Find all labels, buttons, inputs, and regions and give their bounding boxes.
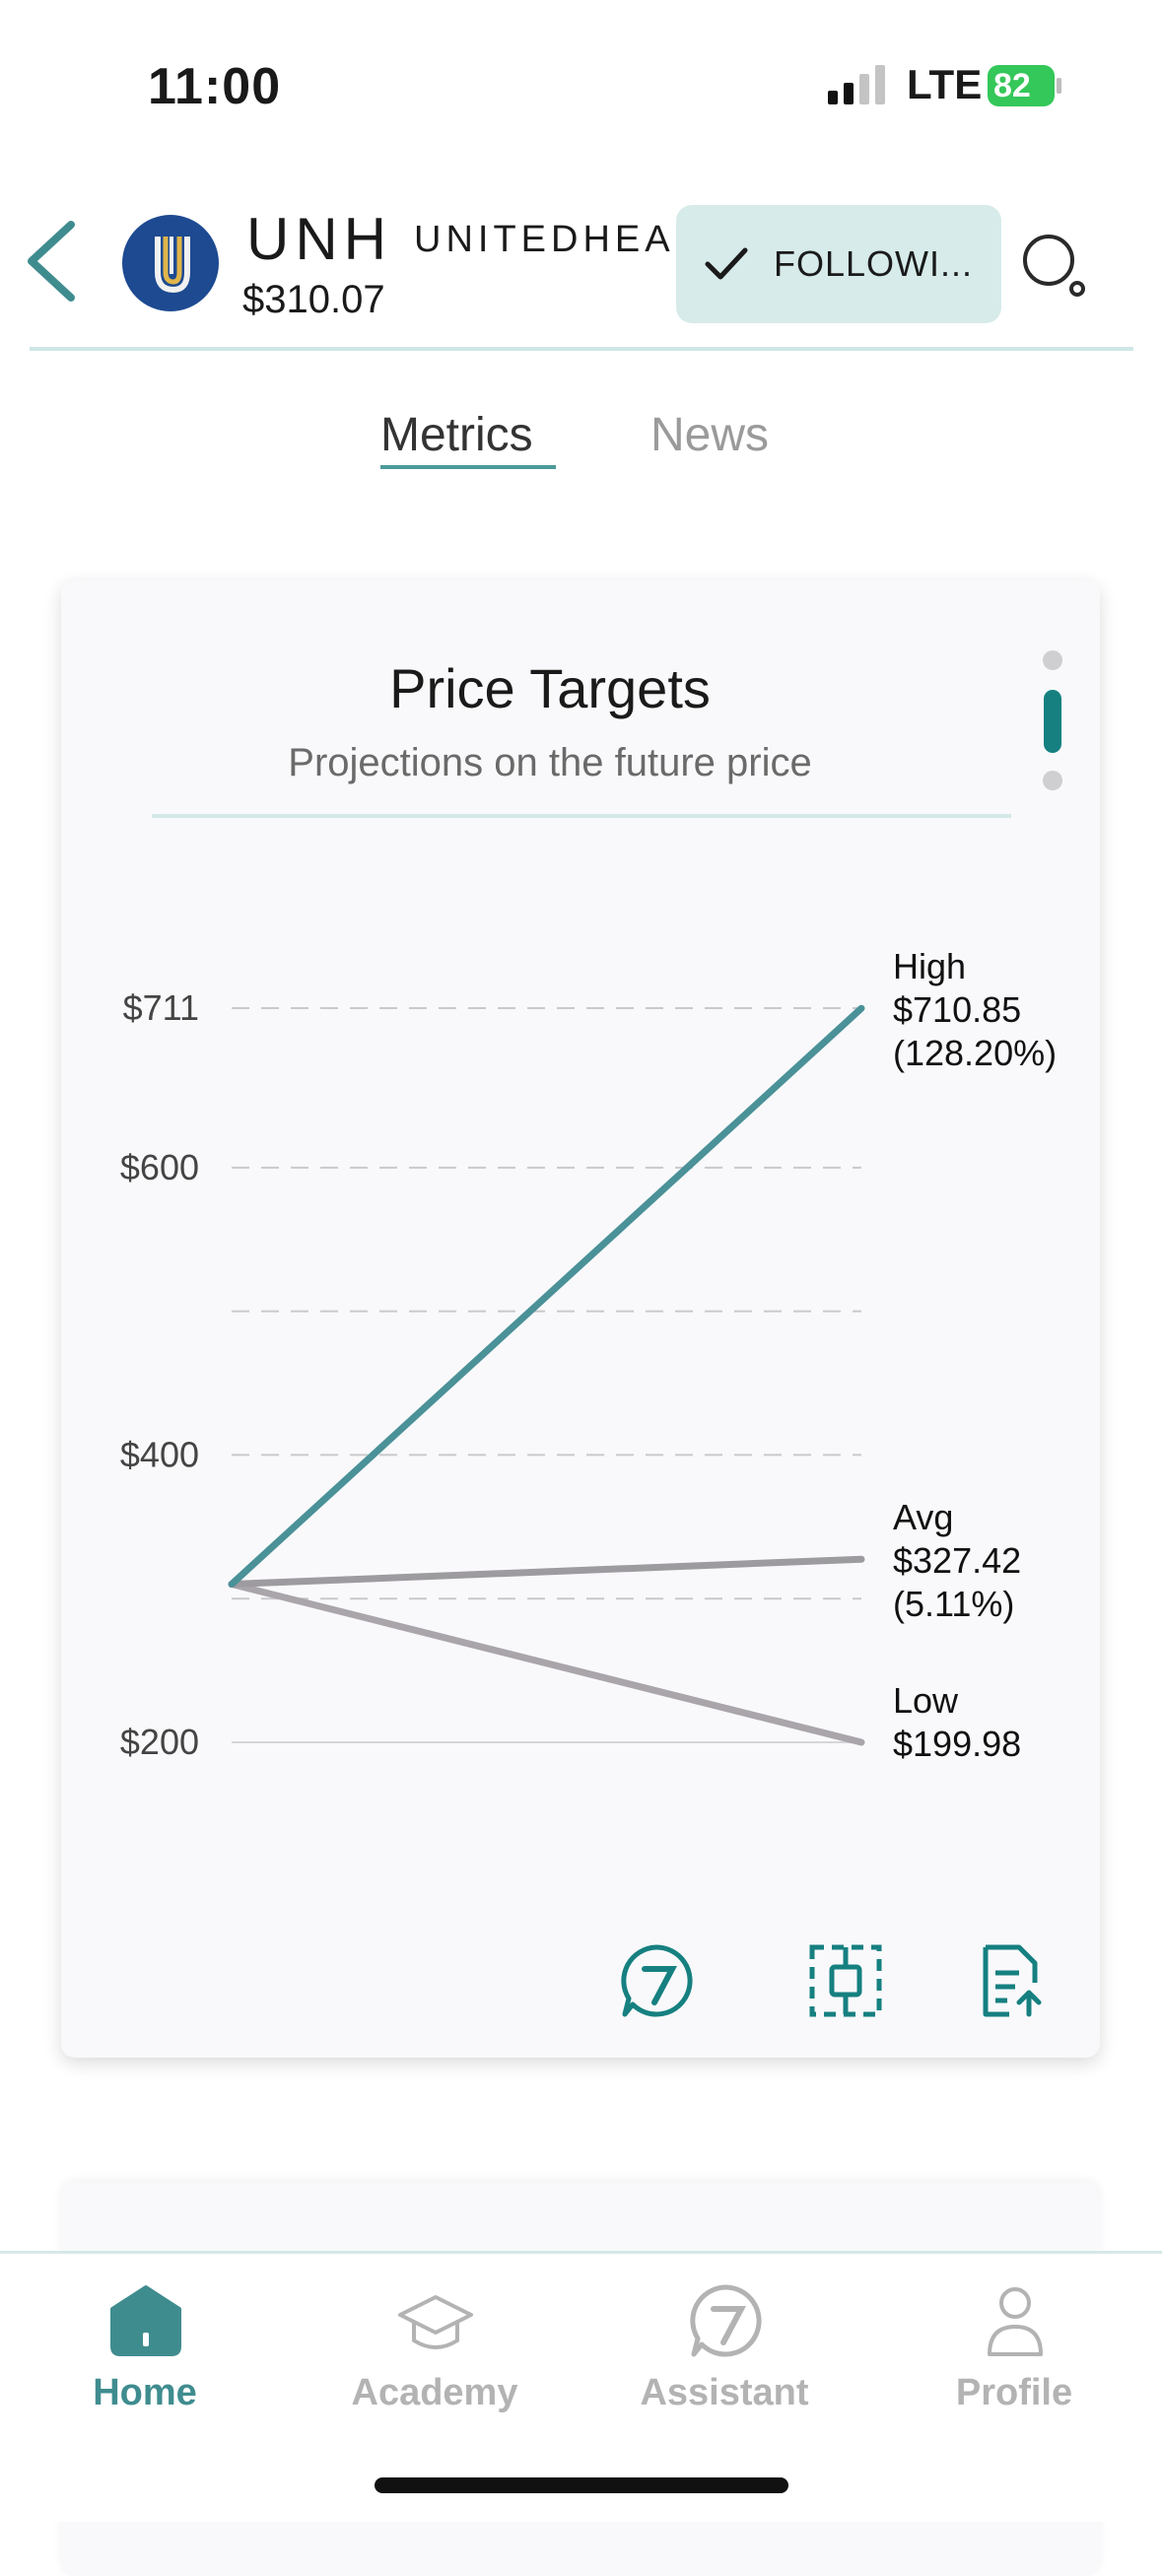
nav-label-academy: Academy bbox=[351, 2372, 518, 2413]
check-icon bbox=[705, 247, 748, 280]
pager-dot bbox=[1043, 650, 1062, 670]
network-label: LTE bbox=[907, 61, 983, 107]
series-label-high-name: High bbox=[893, 946, 966, 986]
assistant-icon bbox=[690, 2284, 762, 2357]
price-targets-card bbox=[61, 579, 1100, 2058]
ticker-symbol: UNH bbox=[246, 206, 392, 272]
status-time: 11:00 bbox=[148, 58, 282, 115]
card-divider bbox=[152, 814, 1011, 818]
graduation-cap-icon bbox=[398, 2295, 473, 2349]
pager-dot bbox=[1043, 771, 1062, 790]
nav-label-home: Home bbox=[93, 2372, 197, 2413]
battery-icon: 82 bbox=[988, 65, 1062, 106]
tab-metrics[interactable]: Metrics bbox=[380, 409, 533, 461]
nav-label-assistant: Assistant bbox=[640, 2372, 809, 2413]
nav-assistant[interactable]: Assistant bbox=[580, 2254, 869, 2451]
price-target-chart: $711$600$400$200High$710.85(128.20%)Avg$… bbox=[120, 946, 1057, 1764]
battery-level: 82 bbox=[993, 67, 1031, 104]
home-indicator bbox=[375, 2477, 788, 2493]
series-label-low-value-label: $199.98 bbox=[893, 1724, 1021, 1764]
home-icon bbox=[110, 2285, 181, 2356]
follow-button[interactable]: FOLLOWI... bbox=[676, 205, 1001, 323]
series-label-avg-value-label: $327.42 bbox=[893, 1540, 1021, 1581]
company-logo bbox=[122, 215, 219, 311]
follow-label: FOLLOWI... bbox=[773, 243, 974, 284]
nav-home[interactable]: Home bbox=[0, 2254, 290, 2451]
nav-label-profile: Profile bbox=[955, 2372, 1073, 2413]
back-icon[interactable] bbox=[22, 219, 81, 304]
series-label-low-name: Low bbox=[893, 1680, 959, 1721]
pager-dot-active bbox=[1044, 690, 1061, 753]
search-icon[interactable] bbox=[1021, 233, 1086, 298]
y-tick-label: $600 bbox=[120, 1147, 199, 1187]
series-label-avg-pct-label: (5.11%) bbox=[893, 1584, 1014, 1624]
series-line-high bbox=[228, 1004, 865, 1589]
series-label-high-pct-label: (128.20%) bbox=[893, 1033, 1057, 1073]
series-line-avg bbox=[228, 1555, 865, 1589]
y-tick-label: $711 bbox=[123, 987, 199, 1028]
card-title: Price Targets bbox=[389, 657, 711, 719]
header-divider bbox=[30, 347, 1133, 351]
nav-academy[interactable]: Academy bbox=[290, 2254, 580, 2451]
tab-active-indicator bbox=[380, 465, 556, 469]
card-pager[interactable] bbox=[1041, 648, 1064, 796]
export-document-icon[interactable] bbox=[976, 1943, 1051, 2018]
current-price: $310.07 bbox=[242, 278, 385, 321]
signal-icon bbox=[828, 65, 885, 104]
bottom-nav: Home Academy Assistant Profile bbox=[0, 2251, 1162, 2522]
company-name: UNITEDHEA bbox=[414, 219, 675, 260]
series-line-low bbox=[228, 1581, 865, 1746]
nav-profile[interactable]: Profile bbox=[869, 2254, 1159, 2451]
y-tick-label: $200 bbox=[120, 1722, 199, 1762]
series-label-high-value-label: $710.85 bbox=[893, 989, 1021, 1030]
crop-select-icon[interactable] bbox=[808, 1943, 883, 2018]
tab-news[interactable]: News bbox=[650, 409, 770, 461]
y-tick-label: $400 bbox=[120, 1434, 199, 1474]
profile-icon bbox=[988, 2287, 1043, 2356]
assistant-chat-icon[interactable] bbox=[619, 1943, 694, 2018]
series-label-avg-name: Avg bbox=[893, 1497, 953, 1537]
card-subtitle: Projections on the future price bbox=[288, 741, 812, 784]
